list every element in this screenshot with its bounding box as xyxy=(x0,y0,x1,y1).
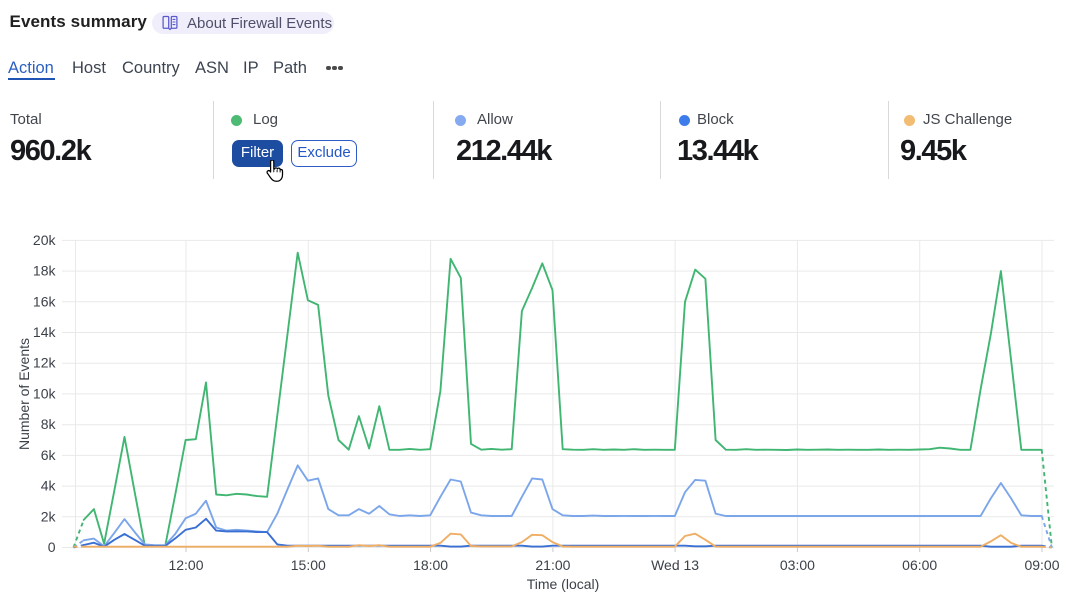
svg-text:03:00: 03:00 xyxy=(780,557,815,573)
svg-text:21:00: 21:00 xyxy=(535,557,570,573)
svg-text:Time (local): Time (local) xyxy=(527,576,600,592)
svg-text:06:00: 06:00 xyxy=(902,557,937,573)
svg-text:18:00: 18:00 xyxy=(413,557,448,573)
svg-text:14k: 14k xyxy=(33,324,57,340)
svg-text:0: 0 xyxy=(48,539,56,555)
svg-text:2k: 2k xyxy=(41,508,57,524)
svg-text:12:00: 12:00 xyxy=(168,557,203,573)
svg-text:4k: 4k xyxy=(41,478,57,494)
svg-text:09:00: 09:00 xyxy=(1024,557,1059,573)
svg-text:6k: 6k xyxy=(41,447,57,463)
svg-text:12k: 12k xyxy=(33,355,57,371)
svg-text:Wed 13: Wed 13 xyxy=(651,557,699,573)
svg-text:20k: 20k xyxy=(33,232,57,248)
svg-text:18k: 18k xyxy=(33,263,57,279)
svg-text:15:00: 15:00 xyxy=(291,557,326,573)
svg-text:Number of Events: Number of Events xyxy=(16,338,32,450)
svg-text:8k: 8k xyxy=(41,416,57,432)
svg-text:10k: 10k xyxy=(33,385,57,401)
svg-text:16k: 16k xyxy=(33,293,57,309)
